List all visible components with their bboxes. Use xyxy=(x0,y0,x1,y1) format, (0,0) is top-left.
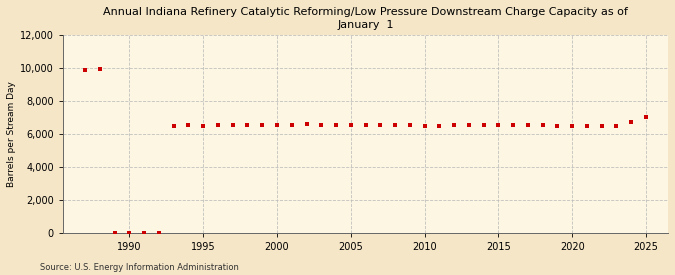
Point xyxy=(80,67,90,72)
Point xyxy=(198,123,209,128)
Point xyxy=(242,123,253,127)
Point xyxy=(449,123,460,127)
Point xyxy=(581,123,592,128)
Point xyxy=(493,123,504,127)
Title: Annual Indiana Refinery Catalytic Reforming/Low Pressure Downstream Charge Capac: Annual Indiana Refinery Catalytic Reform… xyxy=(103,7,628,30)
Point xyxy=(375,123,385,127)
Point xyxy=(537,123,548,127)
Point xyxy=(271,123,282,127)
Point xyxy=(109,230,120,235)
Point xyxy=(508,123,518,127)
Point xyxy=(286,123,297,127)
Point xyxy=(183,123,194,127)
Point xyxy=(331,123,342,127)
Point xyxy=(641,115,651,120)
Point xyxy=(213,123,223,127)
Point xyxy=(567,123,578,128)
Point xyxy=(139,230,150,235)
Point xyxy=(434,123,445,128)
Point xyxy=(227,123,238,127)
Point xyxy=(256,123,267,127)
Point xyxy=(419,123,430,128)
Point xyxy=(464,123,475,127)
Point xyxy=(124,230,135,235)
Point xyxy=(478,123,489,127)
Point xyxy=(522,123,533,127)
Y-axis label: Barrels per Stream Day: Barrels per Stream Day xyxy=(7,81,16,187)
Point xyxy=(360,123,371,127)
Point xyxy=(153,230,164,235)
Point xyxy=(346,123,356,127)
Point xyxy=(611,124,622,129)
Point xyxy=(316,123,327,127)
Point xyxy=(168,123,179,128)
Point xyxy=(552,123,563,128)
Point xyxy=(95,67,105,71)
Point xyxy=(596,124,607,129)
Point xyxy=(301,122,312,126)
Text: Source: U.S. Energy Information Administration: Source: U.S. Energy Information Administ… xyxy=(40,263,240,272)
Point xyxy=(404,123,415,127)
Point xyxy=(389,123,400,127)
Point xyxy=(626,120,637,125)
